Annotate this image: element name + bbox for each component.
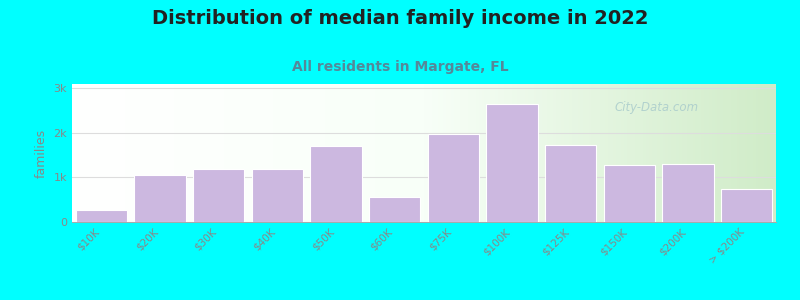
Bar bbox=[193, 169, 245, 222]
Bar bbox=[369, 197, 421, 222]
Bar bbox=[310, 146, 362, 222]
Y-axis label: families: families bbox=[35, 128, 48, 178]
Bar bbox=[75, 209, 127, 222]
Text: Distribution of median family income in 2022: Distribution of median family income in … bbox=[152, 9, 648, 28]
Bar bbox=[662, 164, 714, 222]
Bar bbox=[721, 189, 773, 222]
Bar bbox=[545, 146, 597, 222]
Bar bbox=[427, 134, 479, 222]
Text: City-Data.com: City-Data.com bbox=[614, 100, 698, 114]
Bar bbox=[486, 104, 538, 222]
Bar bbox=[134, 175, 186, 222]
Bar bbox=[251, 169, 303, 222]
Text: All residents in Margate, FL: All residents in Margate, FL bbox=[292, 60, 508, 74]
Bar bbox=[603, 165, 655, 222]
